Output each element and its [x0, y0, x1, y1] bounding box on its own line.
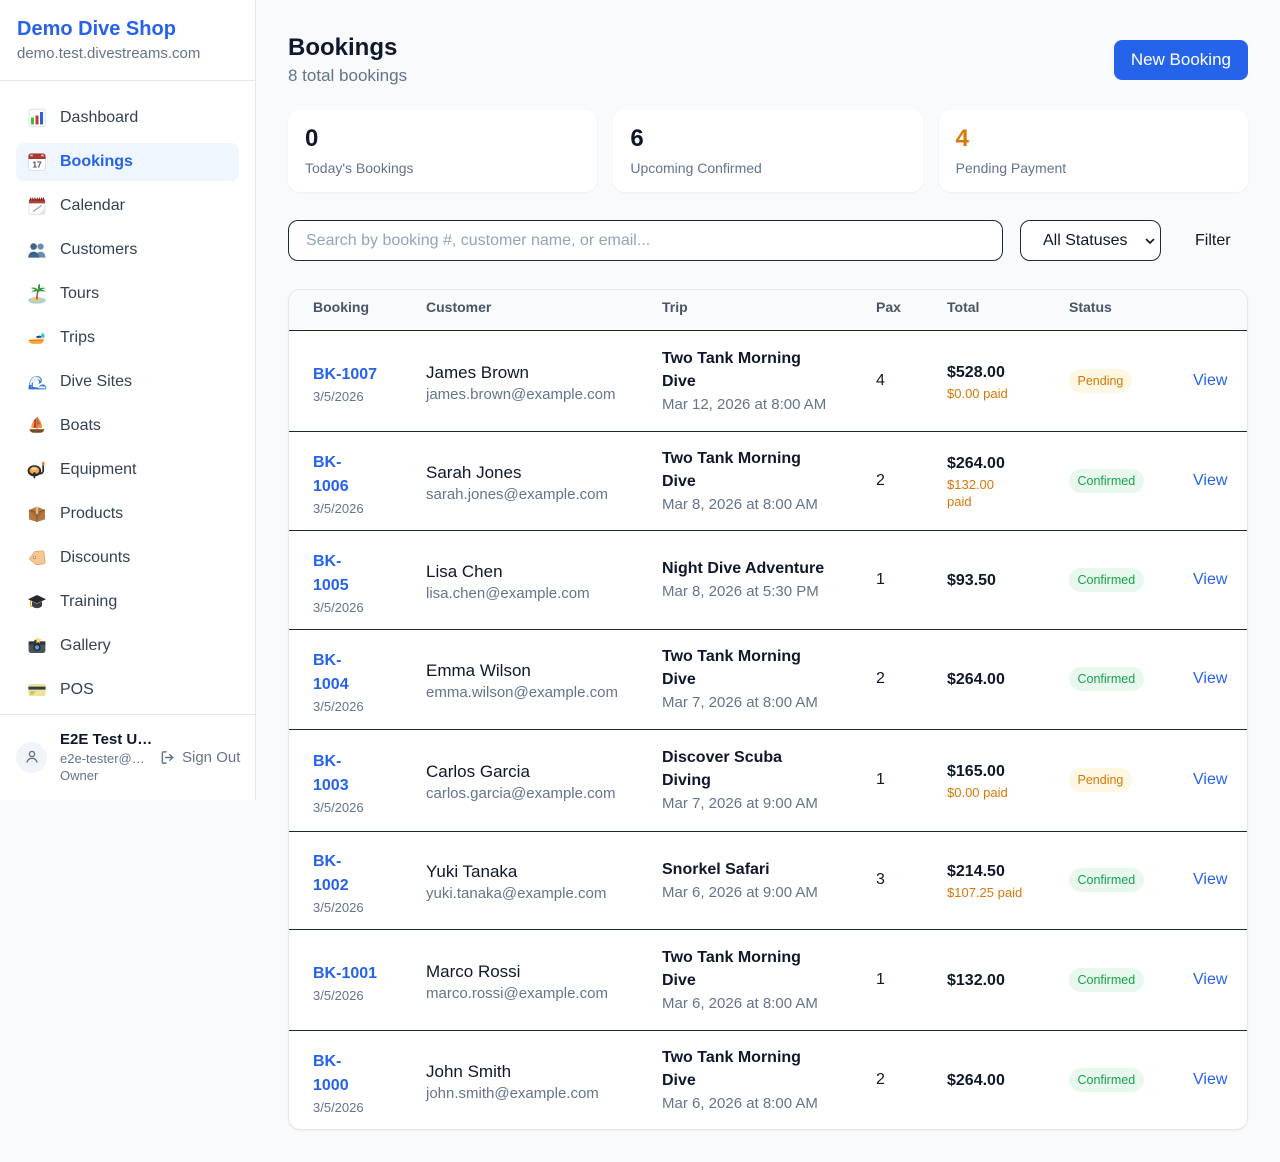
svg-text:17: 17 [32, 159, 42, 169]
